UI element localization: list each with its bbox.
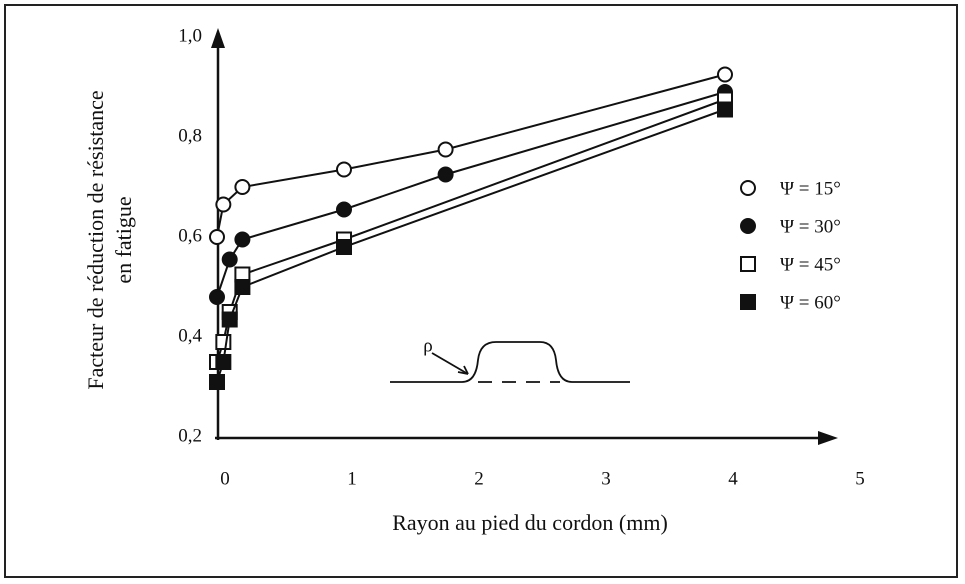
y-axis-label: Facteur de réduction de résistance en fa… bbox=[83, 90, 136, 389]
weld-sketch bbox=[390, 341, 630, 383]
frame bbox=[4, 4, 958, 578]
fit-line bbox=[216, 108, 726, 383]
annotation: ρ bbox=[423, 335, 432, 356]
point bbox=[336, 201, 352, 218]
x-tick-label: 3 bbox=[601, 468, 611, 489]
legend-label: Ψ = 30° bbox=[780, 216, 841, 237]
point bbox=[221, 311, 238, 328]
point bbox=[209, 229, 225, 245]
x-tick-label: 2 bbox=[474, 468, 484, 489]
point bbox=[221, 251, 238, 268]
x-axis-label: Rayon au pied du cordon (mm) bbox=[392, 510, 668, 535]
point bbox=[437, 166, 454, 183]
point bbox=[336, 161, 352, 178]
legend-marker bbox=[740, 256, 756, 272]
legend-marker bbox=[740, 294, 756, 310]
y-tick-label: 0,8 bbox=[178, 125, 202, 146]
point bbox=[209, 289, 225, 305]
y-axis-label-line: en fatigue bbox=[111, 196, 136, 283]
point bbox=[215, 196, 232, 213]
point bbox=[234, 279, 251, 295]
point bbox=[234, 231, 251, 248]
point bbox=[717, 66, 733, 83]
legend-label: Ψ = 45° bbox=[780, 254, 841, 275]
x-tick-label: 1 bbox=[347, 468, 357, 489]
fit-line bbox=[216, 73, 726, 238]
point bbox=[437, 141, 454, 158]
point bbox=[209, 374, 225, 390]
x-tick-label: 4 bbox=[728, 468, 738, 489]
y-tick-label: 0,2 bbox=[178, 425, 202, 446]
y-tick-label: 1,0 bbox=[178, 25, 202, 46]
y-axis-label-line: Facteur de réduction de résistance bbox=[83, 90, 108, 389]
x-arrow bbox=[818, 431, 838, 445]
point bbox=[215, 334, 232, 350]
fit-line bbox=[216, 98, 726, 363]
point bbox=[215, 354, 232, 370]
legend-marker bbox=[740, 180, 756, 196]
point bbox=[336, 239, 352, 255]
point bbox=[717, 101, 733, 118]
legend-label: Ψ = 15° bbox=[780, 178, 841, 199]
y-tick-label: 0,6 bbox=[178, 225, 202, 246]
x-tick-label: 0 bbox=[220, 468, 230, 489]
point bbox=[234, 179, 251, 195]
y-tick-label: 0,4 bbox=[178, 325, 202, 346]
y-arrow bbox=[211, 28, 225, 48]
legend-label: Ψ = 60° bbox=[780, 292, 841, 313]
legend-marker bbox=[740, 218, 756, 234]
x-tick-label: 5 bbox=[855, 468, 865, 489]
